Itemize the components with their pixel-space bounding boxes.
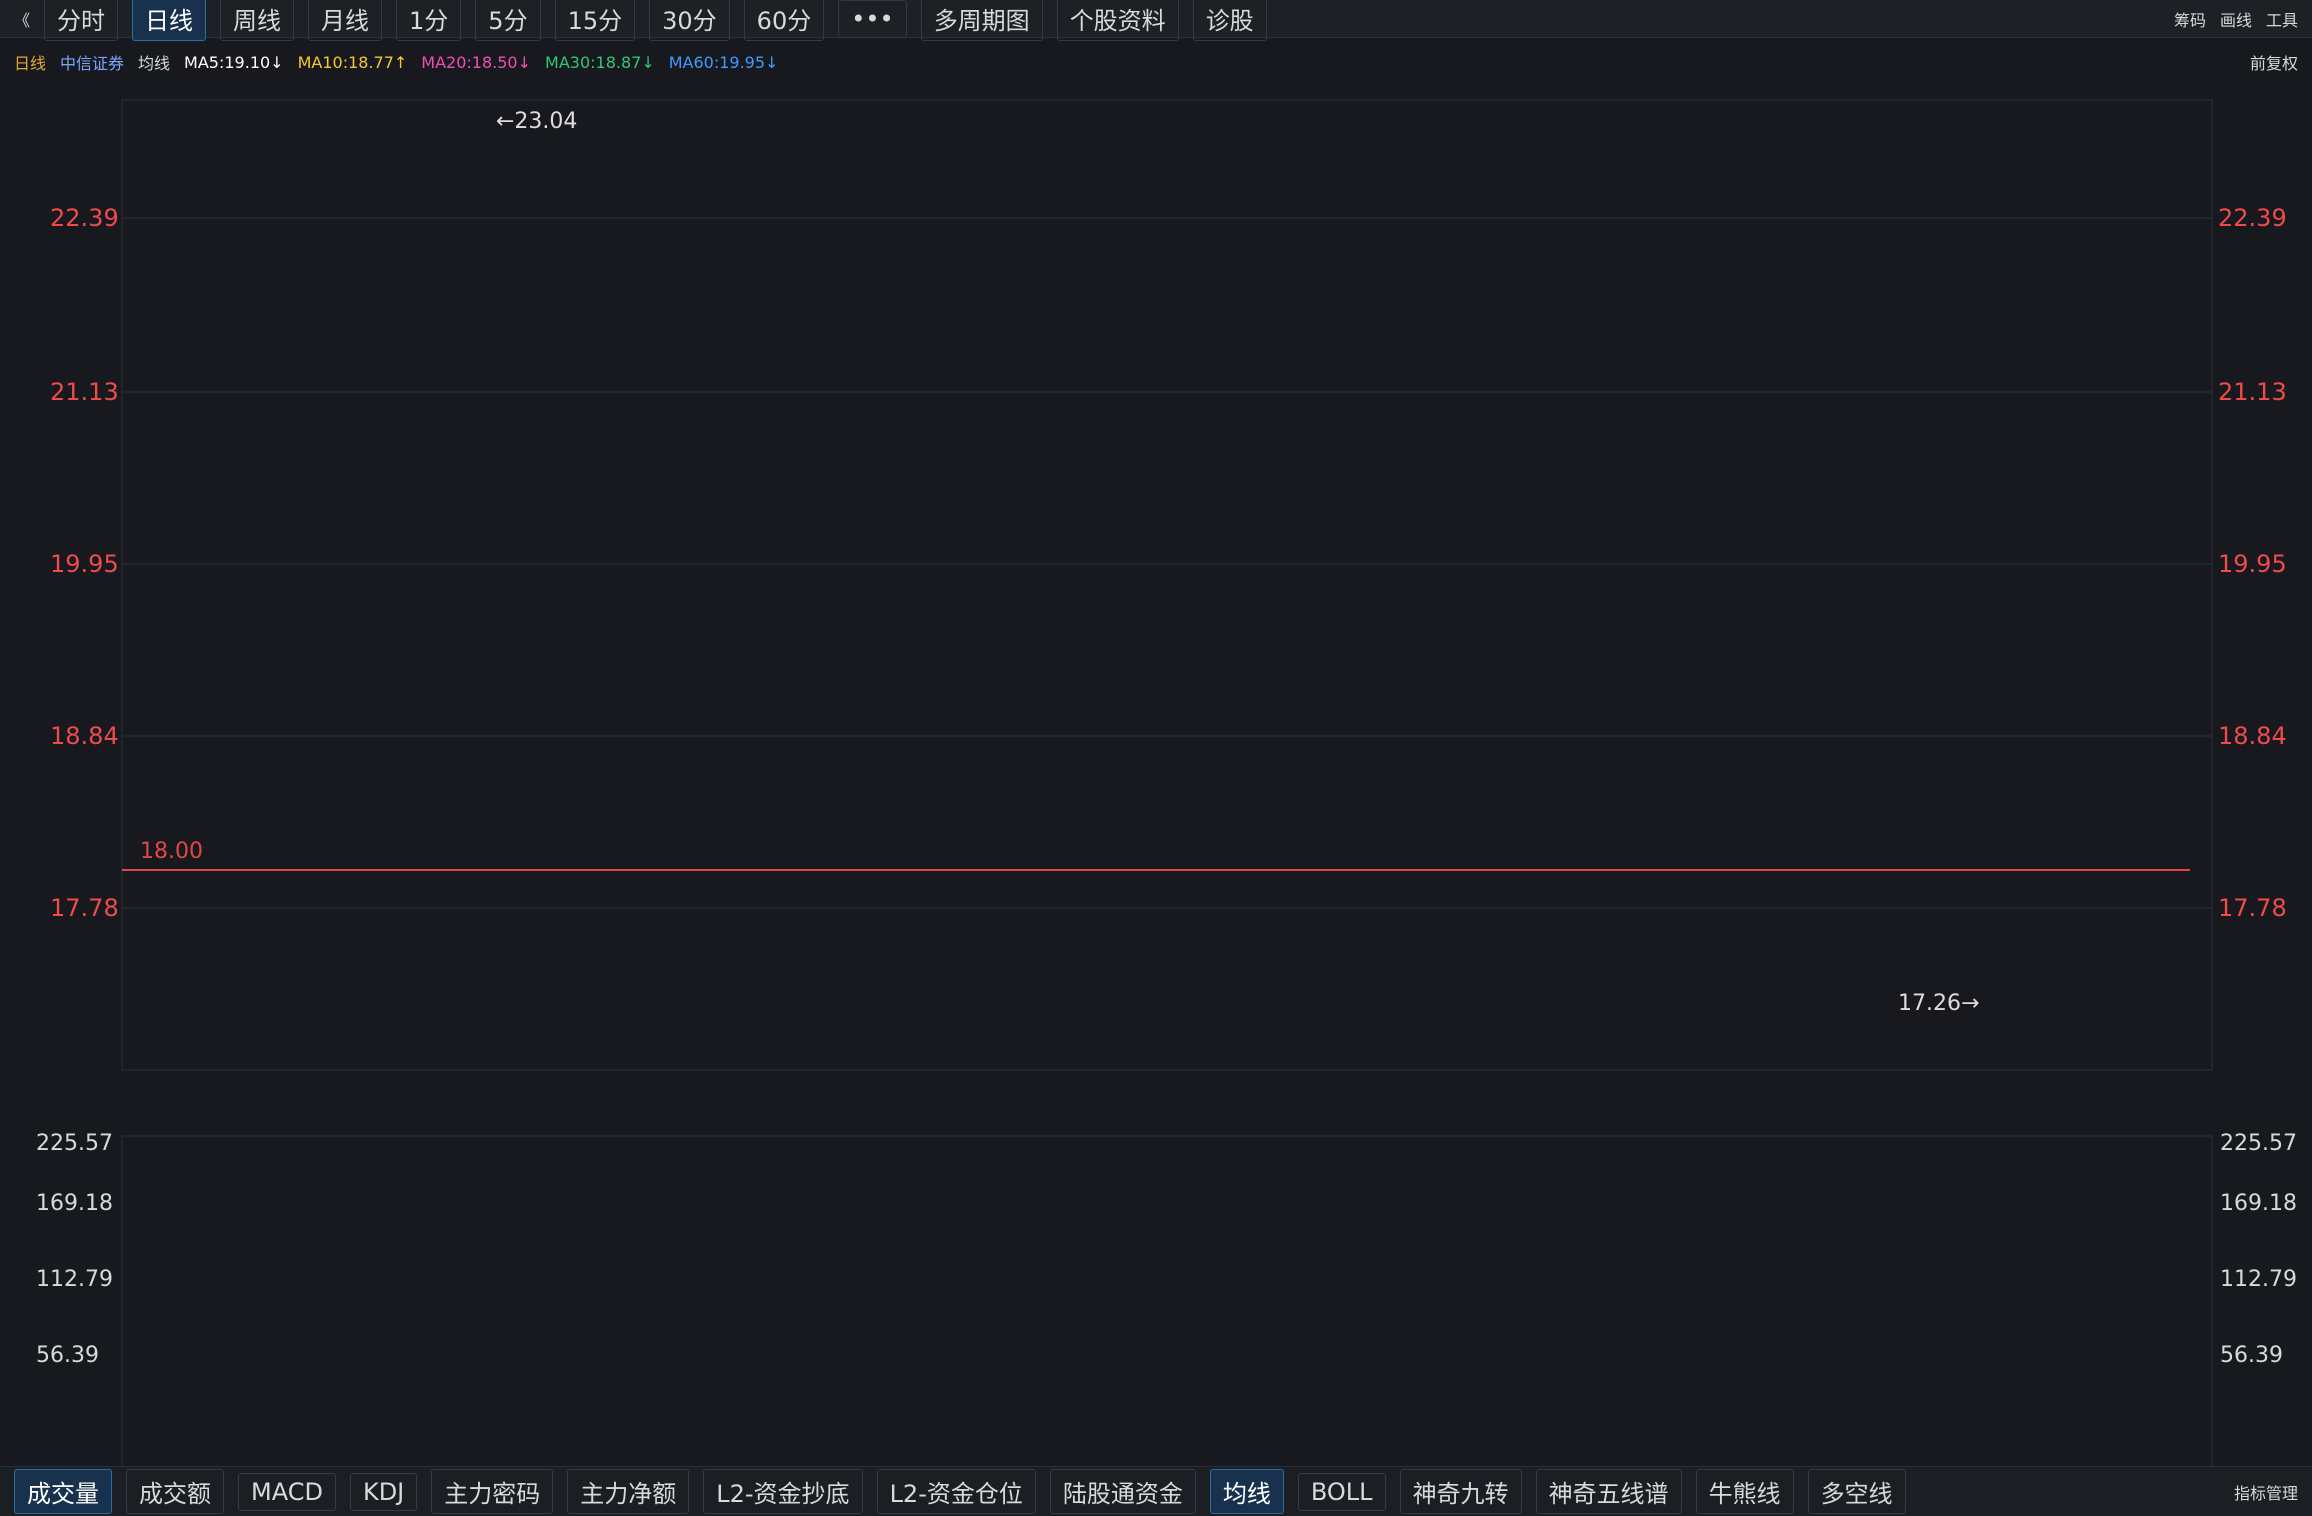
price-tick-right: 17.78: [2218, 894, 2287, 922]
tab-l2-position[interactable]: L2-资金仓位: [876, 1469, 1036, 1514]
tab-fenshi[interactable]: 分时: [44, 0, 119, 41]
tab-5m[interactable]: 5分: [475, 0, 541, 41]
volume-tick-left: 225.57: [36, 1131, 113, 1156]
candlestick-chart: 22.39 22.39 21.13 21.13 19.95 19.95 18.84 18.84…: [36, 99, 2297, 1476]
tab-kdj[interactable]: KDJ: [349, 1472, 418, 1511]
price-tick-left: 22.39: [50, 204, 119, 232]
tab-main-code[interactable]: 主力密码: [431, 1469, 554, 1514]
ma20-value: MA20:18.50↓: [421, 52, 532, 72]
top-toolbar: 《 分时 日线 周线 月线 1分 5分 15分 30分 60分 ••• 多周期图…: [0, 0, 2312, 41]
tab-turnover[interactable]: 成交额: [126, 1469, 224, 1514]
price-tick-left: 21.13: [50, 378, 119, 406]
tab-macd[interactable]: MACD: [238, 1472, 336, 1511]
more-button[interactable]: •••: [838, 0, 907, 38]
price-tick-right: 18.84: [2218, 722, 2287, 750]
draw-button[interactable]: 画线: [2219, 10, 2252, 30]
volume-tick-right: 56.39: [2220, 1343, 2283, 1368]
ma10-value: MA10:18.77↑: [297, 52, 408, 72]
ma5-value: MA5:19.10↓: [184, 52, 284, 72]
tab-volume[interactable]: 成交量: [14, 1469, 112, 1514]
price-tick-right: 19.95: [2218, 550, 2287, 578]
tab-1m[interactable]: 1分: [396, 0, 462, 41]
tab-long-short[interactable]: 多空线: [1807, 1469, 1906, 1514]
price-tick-left: 17.78: [50, 894, 119, 922]
restore-label[interactable]: 前复权: [2249, 54, 2298, 73]
price-tick-right: 21.13: [2218, 378, 2287, 406]
volume-tick-right: 225.57: [2220, 1131, 2297, 1156]
price-panel: [121, 99, 2213, 1071]
volume-tick-left: 56.39: [36, 1343, 99, 1368]
volume-panel: [121, 1135, 2213, 1476]
period-label: 日线: [14, 54, 47, 73]
high-label: ←23.04: [496, 109, 577, 134]
volume-tick-left: 112.79: [36, 1267, 113, 1292]
tab-magic5[interactable]: 神奇五线谱: [1535, 1469, 1682, 1514]
ma60-value: MA60:19.95↓: [668, 52, 779, 72]
stock-info-button[interactable]: 个股资料: [1056, 0, 1179, 41]
tab-monthly[interactable]: 月线: [308, 0, 383, 41]
tab-daily[interactable]: 日线: [132, 0, 207, 41]
chip-button[interactable]: 筹码: [2173, 10, 2206, 30]
bottom-indicator-tabs: 成交量 成交额 MACD KDJ 主力密码 主力净额 L2-资金抄底 L2-资金…: [0, 1466, 2312, 1516]
tab-60m[interactable]: 60分: [743, 0, 825, 41]
tab-l2-bottom[interactable]: L2-资金抄底: [703, 1469, 863, 1514]
support-label: 18.00: [140, 839, 203, 864]
collapse-icon[interactable]: 《: [14, 10, 31, 30]
indicator-manage-button[interactable]: 指标管理: [2233, 1483, 2298, 1503]
tab-magic9[interactable]: 神奇九转: [1399, 1469, 1522, 1514]
volume-tick-right: 112.79: [2220, 1267, 2297, 1292]
price-tick-left: 19.95: [50, 550, 119, 578]
multi-period-button[interactable]: 多周期图: [920, 0, 1043, 41]
indicator-bar: 日线 中信证券 均线 MA5:19.10↓ MA10:18.77↑ MA20:1…: [0, 42, 2312, 82]
price-tick-left: 18.84: [50, 722, 119, 750]
price-tick-right: 22.39: [2218, 204, 2287, 232]
ma-label: 均线: [138, 54, 171, 73]
tools-button[interactable]: 工具: [2265, 10, 2298, 30]
tab-boll[interactable]: BOLL: [1297, 1472, 1386, 1511]
tab-bull-bear[interactable]: 牛熊线: [1695, 1469, 1794, 1514]
tab-main-net[interactable]: 主力净额: [567, 1469, 690, 1514]
volume-tick-left: 169.18: [36, 1191, 113, 1216]
tab-30m[interactable]: 30分: [649, 0, 730, 41]
diagnosis-button[interactable]: 诊股: [1192, 0, 1267, 41]
tab-ma[interactable]: 均线: [1209, 1469, 1284, 1514]
tab-weekly[interactable]: 周线: [220, 0, 295, 41]
tab-15m[interactable]: 15分: [554, 0, 636, 41]
low-label: 17.26→: [1898, 991, 1979, 1016]
broker-label: 中信证券: [60, 54, 125, 73]
ma30-value: MA30:18.87↓: [545, 52, 655, 72]
volume-tick-right: 169.18: [2220, 1191, 2297, 1216]
tab-hk-connect[interactable]: 陆股通资金: [1049, 1469, 1196, 1514]
